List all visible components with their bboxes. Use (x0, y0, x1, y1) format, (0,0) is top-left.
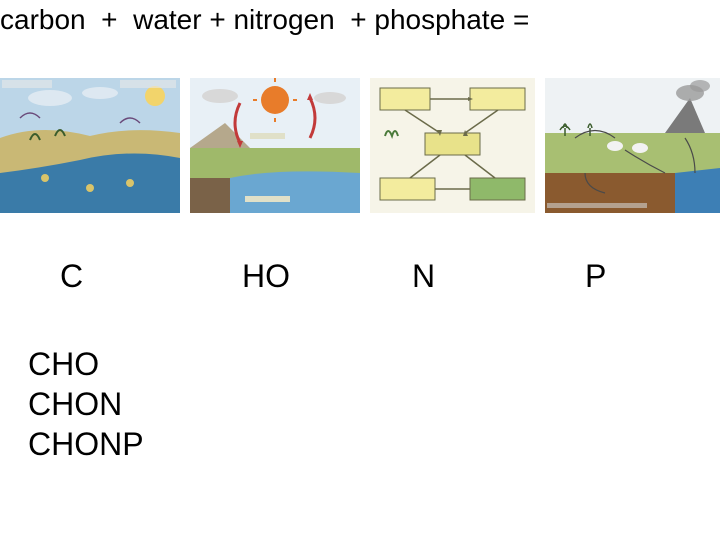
carbon-cycle-diagram (0, 78, 180, 213)
equation-header: carbon + water + nitrogen + phosphate = (0, 4, 720, 36)
nitrogen-cycle-svg (370, 78, 535, 213)
label-carbon: carbon (0, 4, 86, 36)
combo-chon: CHON (28, 384, 144, 424)
label-nitrogen: nitrogen (233, 4, 334, 36)
water-cycle-svg (190, 78, 360, 213)
symbol-c: C (60, 258, 83, 295)
carbon-cycle-svg (0, 78, 180, 213)
nitrogen-cycle-diagram (370, 78, 535, 213)
combo-chonp: CHONP (28, 424, 144, 464)
element-combinations: CHO CHON CHONP (28, 344, 144, 464)
plus-2: + (202, 4, 234, 36)
label-phosphate: phosphate (374, 4, 505, 36)
plus-1: + (86, 4, 133, 36)
phosphate-cycle-svg (545, 78, 720, 213)
combo-cho: CHO (28, 344, 144, 384)
phosphate-cycle-diagram (545, 78, 720, 213)
symbol-p: P (585, 258, 606, 295)
symbol-n: N (412, 258, 435, 295)
plus-3: + (335, 4, 375, 36)
symbol-ho: HO (242, 258, 290, 295)
cycle-diagrams-row (0, 78, 720, 218)
water-cycle-diagram (190, 78, 360, 213)
label-water: water (133, 4, 201, 36)
equals: = (505, 4, 529, 36)
